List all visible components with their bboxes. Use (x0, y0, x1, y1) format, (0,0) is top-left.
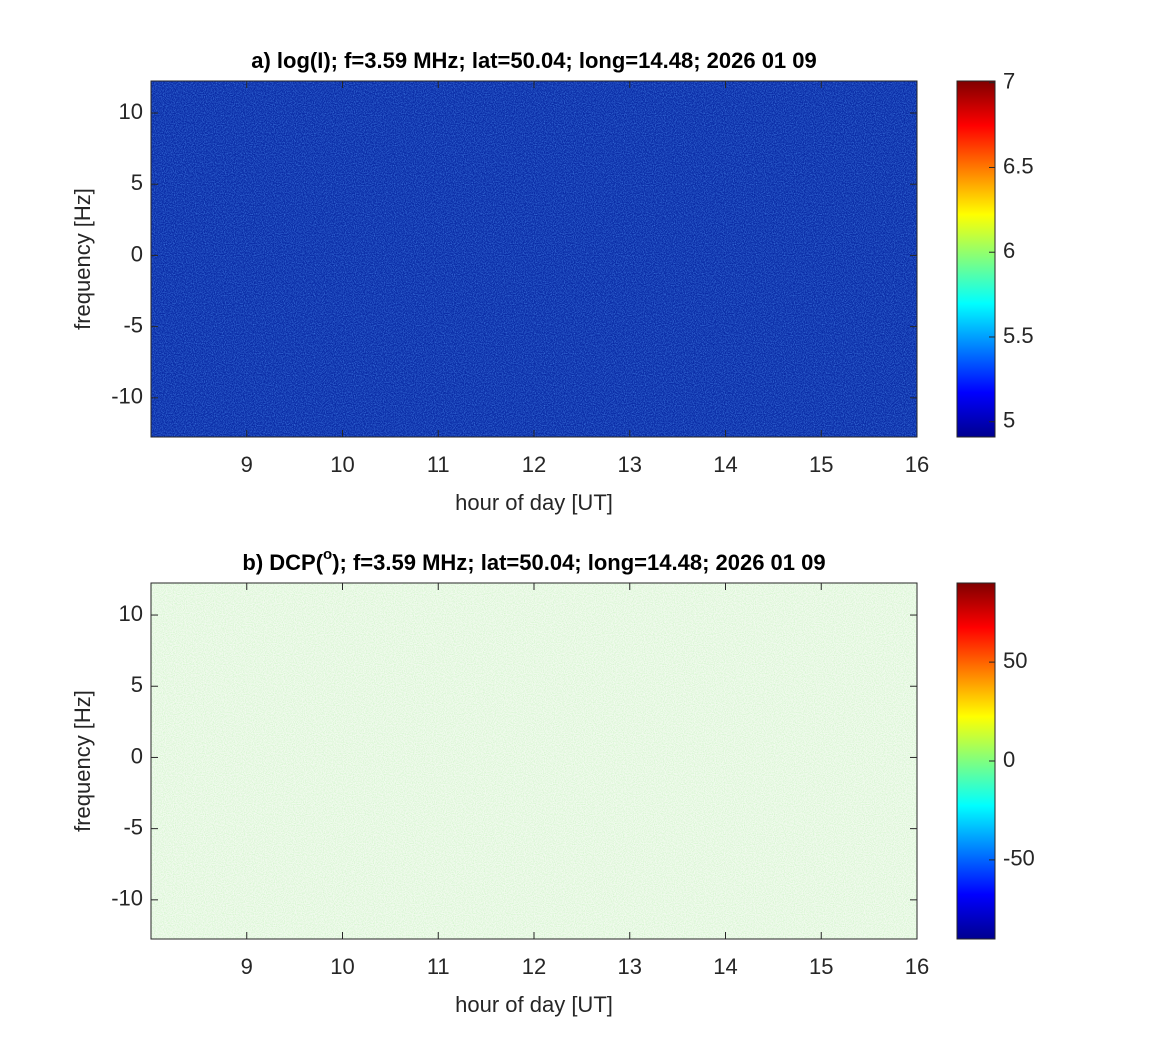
colorbar (956, 582, 996, 940)
title-part: ); f=3.59 MHz; lat=50.04; long=14.48; 20… (332, 550, 825, 575)
y-tick-label: -10 (111, 886, 143, 911)
y-tick-label: -5 (123, 814, 143, 839)
colorbar-tick-label: 5 (1003, 408, 1015, 433)
x-tick-label: 15 (809, 452, 833, 477)
chart-title: a) log(I); f=3.59 MHz; lat=50.04; long=1… (251, 48, 817, 73)
title-part: b) DCP( (242, 550, 323, 575)
y-tick-label: 5 (131, 170, 143, 195)
heatmap-texture (151, 81, 917, 437)
plot-frame (150, 80, 918, 438)
colorbar-tick-label: -50 (1003, 846, 1035, 871)
x-tick-label: 9 (241, 452, 253, 477)
x-tick-label: 10 (330, 954, 354, 979)
y-tick-label: 0 (131, 241, 143, 266)
colorbar-tick-label: 50 (1003, 648, 1027, 673)
x-tick-label: 14 (713, 954, 737, 979)
x-tick-label: 12 (522, 452, 546, 477)
x-tick-label: 12 (522, 954, 546, 979)
y-tick-label: 0 (131, 743, 143, 768)
x-tick-label: 10 (330, 452, 354, 477)
colorbar-tick-label: 6 (1003, 238, 1015, 263)
y-tick-label: 10 (119, 601, 143, 626)
colorbar (956, 80, 996, 438)
x-tick-label: 11 (427, 954, 450, 979)
x-tick-label: 16 (905, 452, 929, 477)
x-tick-label: 11 (427, 452, 450, 477)
x-tick-label: 15 (809, 954, 833, 979)
x-tick-label: 16 (905, 954, 929, 979)
x-axis-label: hour of day [UT] (455, 490, 613, 515)
y-axis-label: frequency [Hz] (70, 188, 95, 330)
y-axis-label: frequency [Hz] (70, 690, 95, 832)
x-tick-label: 13 (618, 452, 642, 477)
colorbar-tick-label: 0 (1003, 747, 1015, 772)
plot-frame (150, 582, 918, 940)
y-tick-label: -10 (111, 384, 143, 409)
title-part: o (323, 546, 332, 563)
colorbar-tick-label: 6.5 (1003, 153, 1034, 178)
y-tick-label: 10 (119, 99, 143, 124)
x-tick-label: 9 (241, 954, 253, 979)
y-tick-label: 5 (131, 672, 143, 697)
heatmap-texture (151, 583, 917, 939)
x-tick-label: 14 (713, 452, 737, 477)
y-tick-label: -5 (123, 312, 143, 337)
x-axis-label: hour of day [UT] (455, 992, 613, 1017)
colorbar-tick-label: 5.5 (1003, 323, 1034, 348)
colorbar-tick-label: 7 (1003, 69, 1015, 94)
x-tick-label: 13 (618, 954, 642, 979)
chart-title: b) DCP(o); f=3.59 MHz; lat=50.04; long=1… (242, 546, 825, 574)
